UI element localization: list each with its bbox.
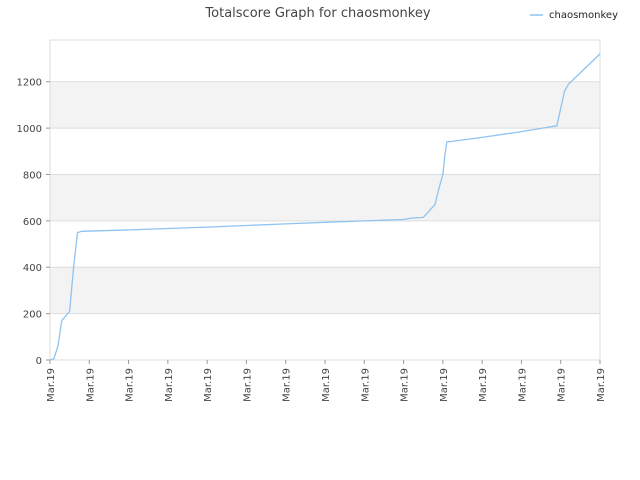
x-tick-label: Mar.19: [46, 368, 57, 402]
y-tick-label: 800: [23, 170, 42, 181]
y-tick-label: 0: [36, 356, 42, 367]
y-tick-label: 1200: [17, 78, 42, 89]
x-tick-label: Mar.19: [439, 368, 450, 402]
y-tick-label: 200: [23, 310, 42, 321]
x-tick-label: Mar.19: [85, 368, 96, 402]
y-tick-label: 400: [23, 263, 42, 274]
x-tick-label: Mar.19: [164, 368, 175, 402]
legend: chaosmonkey: [530, 10, 618, 21]
x-tick-label: Mar.19: [125, 368, 136, 402]
y-gridlines: [50, 81, 600, 361]
x-tick-label: Mar.19: [321, 368, 332, 402]
x-tick-label: Mar.19: [203, 368, 214, 402]
x-tick-label: Mar.19: [596, 368, 607, 402]
x-tick-label: Mar.19: [282, 368, 293, 402]
x-tick-label: Mar.19: [557, 368, 568, 402]
y-tick-label: 600: [23, 217, 42, 228]
x-tick-label: Mar.19: [517, 368, 528, 402]
plot-bands: [49, 39, 601, 361]
y-tick-label: 1000: [17, 124, 42, 135]
x-tick-label: Mar.19: [400, 368, 411, 402]
x-tick-label: Mar.19: [478, 368, 489, 402]
plot-band: [50, 174, 600, 221]
chart-title: Totalscore Graph for chaosmonkey: [204, 6, 430, 21]
x-tick-label: Mar.19: [242, 368, 253, 402]
series-line-chaosmonkey: [49, 53, 601, 361]
x-axis-ticks: Mar.19 Mar.19 Mar.19 Mar.19 Mar.19 Mar.19 Mar.…: [46, 360, 607, 402]
plot-band: [50, 267, 600, 314]
y-axis-ticks: 0 200 400 600 800 1000 1200: [17, 78, 50, 367]
series-chaosmonkey: [49, 53, 601, 361]
plot-band: [50, 81, 600, 129]
x-tick-label: Mar.19: [360, 368, 371, 402]
legend-label-chaosmonkey: chaosmonkey: [549, 10, 618, 21]
